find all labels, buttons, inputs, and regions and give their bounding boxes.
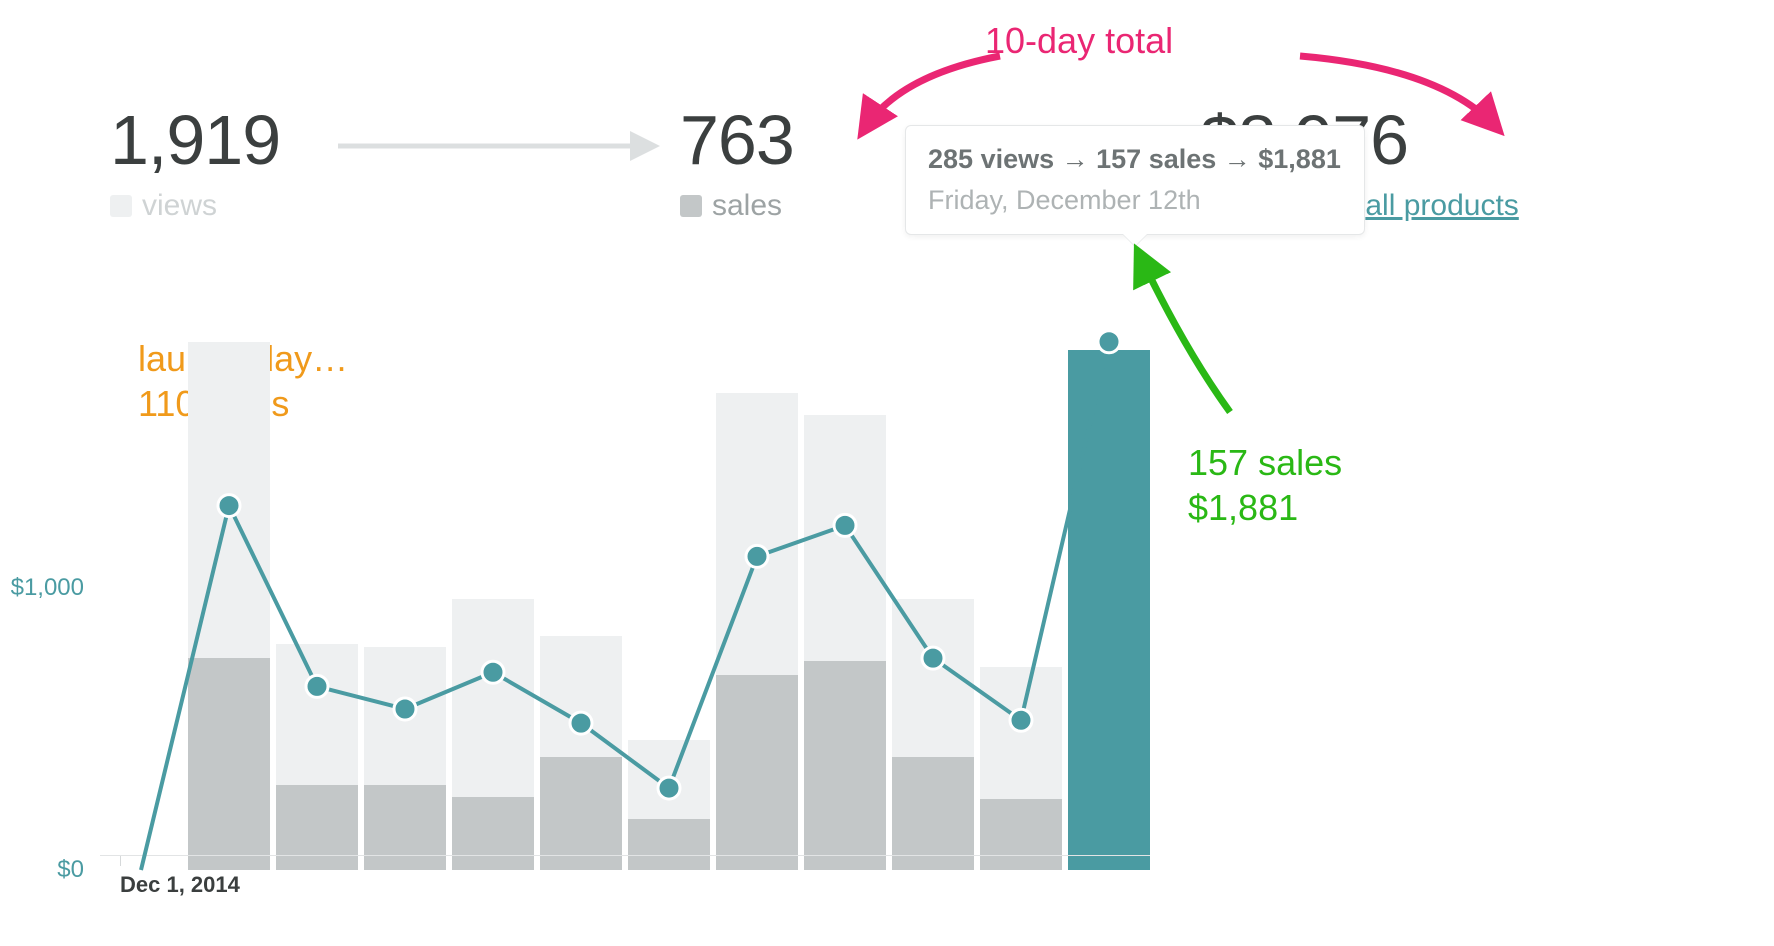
tooltip-summary: 285 views → 157 sales → $1,881 xyxy=(928,144,1342,175)
stat-views-label: views xyxy=(142,189,217,223)
chart-marker[interactable] xyxy=(218,495,240,517)
annotation-highlight-line1: 157 sales xyxy=(1188,440,1342,485)
sales-chart: Dec 1, 2014 $0$1,000 xyxy=(100,290,1150,910)
tooltip-views: 285 xyxy=(928,144,973,174)
annotation-arrow xyxy=(1140,256,1230,412)
stat-views: 1,919 views xyxy=(110,105,680,223)
chart-marker[interactable] xyxy=(482,661,504,683)
stat-views-value: 1,919 xyxy=(110,105,680,175)
chart-marker[interactable] xyxy=(834,514,856,536)
chart-marker[interactable] xyxy=(922,647,944,669)
chart-line xyxy=(141,342,1109,870)
tooltip-amount: $1,881 xyxy=(1258,144,1341,174)
chart-marker[interactable] xyxy=(746,545,768,567)
chart-marker[interactable] xyxy=(570,712,592,734)
y-axis-label: $1,000 xyxy=(11,574,84,602)
tooltip-date: Friday, December 12th xyxy=(928,185,1342,216)
swatch-views-icon xyxy=(110,195,132,217)
annotation-highlight: 157 sales $1,881 xyxy=(1188,440,1342,530)
x-axis-start-date: Dec 1, 2014 xyxy=(120,872,240,898)
chart-marker[interactable] xyxy=(658,777,680,799)
tooltip-tail-icon xyxy=(1123,234,1147,246)
annotation-ten-day-total: 10-day total xyxy=(985,18,1173,63)
swatch-sales-icon xyxy=(680,195,702,217)
chart-marker[interactable] xyxy=(1098,331,1120,353)
chart-marker[interactable] xyxy=(306,675,328,697)
tooltip-sales: 157 xyxy=(1096,144,1141,174)
annotation-text: 10-day total xyxy=(985,20,1173,61)
chart-line-overlay xyxy=(100,305,1150,870)
y-axis-label: $0 xyxy=(57,856,84,884)
annotation-highlight-line2: $1,881 xyxy=(1188,485,1342,530)
stat-sales-label: sales xyxy=(712,189,782,223)
chart-marker[interactable] xyxy=(394,698,416,720)
all-products-link[interactable]: all products xyxy=(1365,189,1518,222)
chart-marker[interactable] xyxy=(1010,709,1032,731)
chart-tooltip: 285 views → 157 sales → $1,881 Friday, D… xyxy=(905,125,1365,235)
